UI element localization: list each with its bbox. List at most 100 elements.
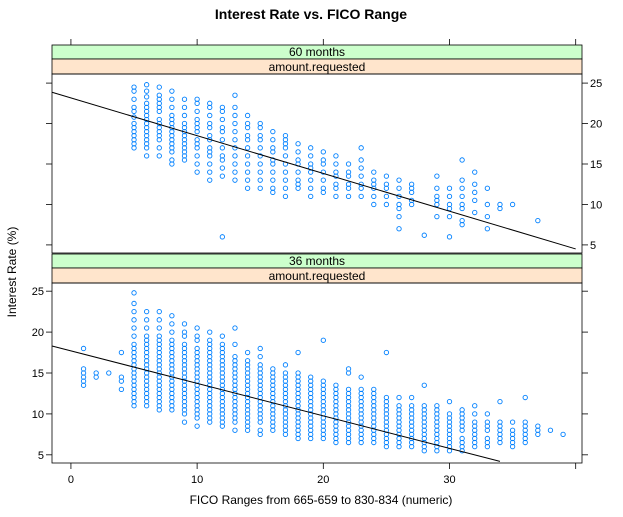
data-point [308,177,314,183]
data-point [207,104,213,111]
data-point [472,403,478,409]
data-point [345,193,352,200]
data-point [207,169,213,175]
data-point [219,165,226,171]
data-point [295,169,301,175]
data-point [131,317,137,323]
data-point [421,448,427,454]
data-point [320,149,326,155]
data-point [219,423,226,429]
data-point [358,374,364,380]
y-tick-label: 25 [590,78,602,90]
data-point [244,137,251,143]
data-point [383,173,390,179]
data-point [181,411,188,417]
data-point [320,169,326,175]
data-point [232,128,238,135]
data-point [232,177,238,183]
data-point [270,427,276,433]
data-point [169,161,175,167]
data-point [509,443,516,450]
data-point [396,177,402,183]
data-point [270,177,276,183]
data-point [396,394,402,401]
data-point [282,153,289,159]
data-point [232,325,238,331]
data-point [232,419,238,425]
data-point [358,193,364,200]
data-point [156,325,162,331]
data-point [396,185,402,191]
data-point [257,161,263,167]
data-point [295,349,301,356]
data-point [434,201,440,208]
data-point [194,153,200,159]
data-point [308,435,314,442]
data-point [169,313,175,319]
data-point [131,300,137,307]
data-point [371,193,377,200]
data-point [194,145,200,151]
regression-line [51,91,576,250]
data-point [522,439,528,446]
data-point [472,209,478,216]
data-point [156,407,162,413]
data-point [484,411,491,417]
data-point [181,333,188,339]
data-point [156,308,162,315]
data-point [459,157,465,163]
data-point [244,185,251,191]
y-tick-label: 20 [590,119,602,131]
data-point [232,104,238,111]
data-point [156,84,162,90]
data-point [244,169,251,175]
data-point [257,137,263,143]
panel-36-months: 36 months amount.requested 5 10 15 20 25 [32,253,588,464]
data-point [484,213,491,220]
data-point [459,177,465,183]
data-point [80,382,87,388]
data-point [358,173,364,179]
data-point [270,169,276,175]
x-tick-label: 0 [68,474,74,486]
data-point [219,128,226,135]
data-point [497,439,503,446]
data-point [383,193,390,200]
data-point [484,201,491,208]
data-point [194,423,200,429]
data-point [194,169,200,175]
data-point [446,234,453,240]
data-point [156,145,162,151]
data-point [358,157,364,163]
data-point [232,153,238,159]
data-point [270,149,276,155]
data-point [446,213,453,220]
data-point [181,419,188,425]
y-axis-ticks: 5 10 15 20 25 [46,78,602,252]
data-point [459,427,465,433]
data-point [308,145,314,151]
data-point [282,185,289,191]
x-tick-label: 30 [443,474,455,486]
data-point [408,189,415,195]
data-point [207,329,213,335]
data-point [333,439,339,446]
data-point [295,141,301,147]
data-point [207,124,213,131]
data-point [333,193,339,200]
data-point [194,325,200,331]
data-point [434,448,440,454]
data-point [169,321,175,327]
data-point [446,185,453,191]
data-point [396,443,402,450]
data-point [207,177,213,183]
data-point [207,153,213,159]
data-point [131,325,137,331]
data-point [194,337,200,343]
data-point [181,321,188,327]
data-point [308,185,314,191]
data-point [257,124,263,131]
data-point [282,362,289,368]
data-point [333,161,339,167]
data-point [421,382,427,388]
